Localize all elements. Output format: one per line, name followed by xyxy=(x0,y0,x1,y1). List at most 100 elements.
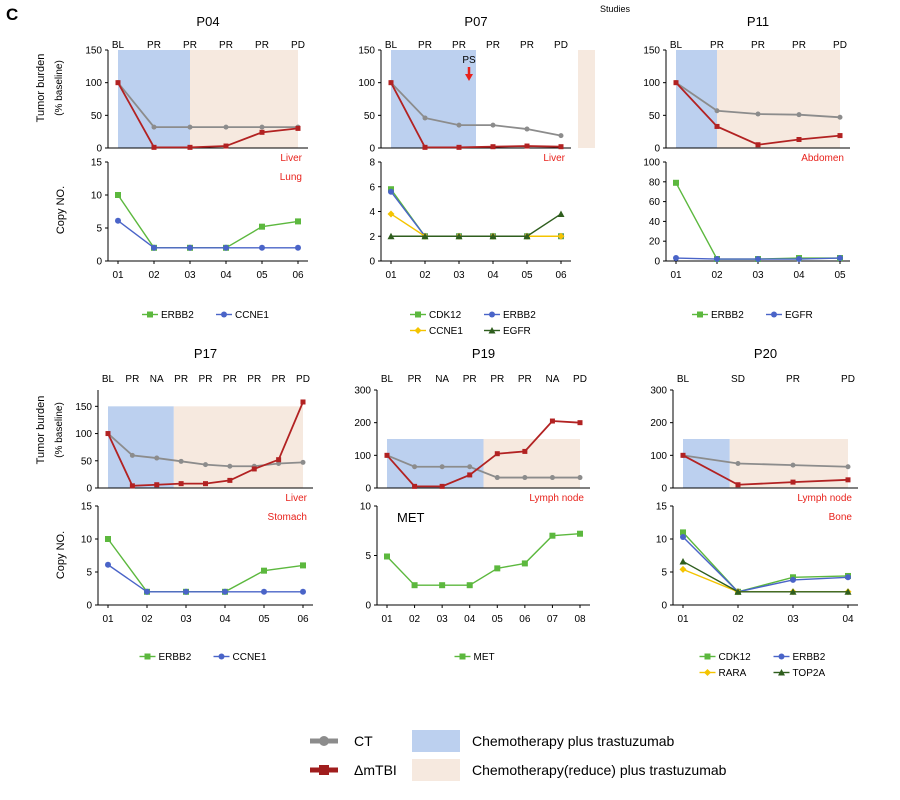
p07-ct-point-5 xyxy=(558,133,564,139)
p20-legend-top2a-label: TOP2A xyxy=(793,668,826,679)
p20-mtbi-point-3 xyxy=(845,477,851,483)
p11-copy-ytick-label-80: 80 xyxy=(649,177,661,188)
p11-copy-xtick-label-4: 05 xyxy=(834,270,846,281)
p19-tumor-ytick-label-200: 200 xyxy=(354,418,371,429)
p20-legend-top2a-marker xyxy=(778,669,785,676)
p07-tumor-ytick-label-0: 0 xyxy=(369,144,375,155)
p17-ct-point-3 xyxy=(178,458,184,464)
p04-legend-erbb2-marker xyxy=(147,311,153,318)
p07-egfr-point-3 xyxy=(489,232,497,240)
p19-ct-point-2 xyxy=(439,464,445,470)
p19-copy-ytick-label-10: 10 xyxy=(360,502,372,513)
p07-phase-label-4: PR xyxy=(520,40,534,51)
p19-site-label-0: Lymph node xyxy=(529,493,584,504)
p19-copy-title: MET xyxy=(397,510,425,525)
p17-tumor-ytick-label-150: 150 xyxy=(75,402,92,413)
p19-mtbi-point-2 xyxy=(439,483,445,489)
p04-erbb2-point-0 xyxy=(115,192,121,198)
p17-ct-point-7 xyxy=(276,461,282,466)
legend-chemo-label: Chemotherapy plus trastuzumab xyxy=(472,733,675,749)
p19-copy-xtick-label-2: 03 xyxy=(437,614,449,625)
p17-ct-point-5 xyxy=(227,463,233,469)
p07-copy-xtick-label-0: 01 xyxy=(385,270,397,281)
p19-phase-label-0: BL xyxy=(381,374,394,385)
p04-copy-xtick-label-3: 04 xyxy=(220,270,232,281)
p04-copy-xtick-label-0: 01 xyxy=(112,270,124,281)
p17-mtbi-point-1 xyxy=(129,483,135,489)
p19-phase-label-6: NA xyxy=(545,374,559,385)
p04-ct-point-1 xyxy=(151,124,157,130)
p07-erbb2-point-0 xyxy=(388,188,394,195)
p17-mtbi-point-5 xyxy=(227,477,233,483)
p11-egfr-point-2 xyxy=(755,256,761,263)
p04-phase-label-1: PR xyxy=(147,40,161,51)
tumor-ylabel-sub-row1: (% baseline) xyxy=(54,60,65,116)
p19-phase-label-3: PR xyxy=(463,374,477,385)
p11-tumor-ytick-label-100: 100 xyxy=(643,78,660,89)
p11-tumor-ytick-label-0: 0 xyxy=(654,144,660,155)
p20-top2a-point-2 xyxy=(789,588,797,595)
studies-label: Studies xyxy=(600,4,631,14)
p11-phase-label-2: PR xyxy=(751,40,765,51)
p04-ccne1-point-3 xyxy=(223,244,229,251)
p07-legend-erbb2-marker xyxy=(489,311,495,318)
p07-ccne1-point-0 xyxy=(387,210,395,218)
p07-mtbi-point-4 xyxy=(524,143,530,149)
p19-mtbi-point-0 xyxy=(384,452,390,458)
legend-chemo-swatch xyxy=(412,730,460,752)
p04-copy-xtick-label-5: 06 xyxy=(292,270,304,281)
p20-copy-xtick-label-2: 03 xyxy=(787,614,799,625)
p11-mtbi-point-1 xyxy=(714,123,720,129)
p19-met-point-4 xyxy=(494,565,501,572)
p19-tumor-ytick-label-300: 300 xyxy=(354,386,371,397)
p19-copy-xtick-label-4: 05 xyxy=(492,614,504,625)
p19-met-point-0 xyxy=(384,553,390,560)
p04-copy-xtick-label-1: 02 xyxy=(148,270,160,281)
p20-copy-xtick-label-3: 04 xyxy=(842,614,854,625)
panel-letter: C xyxy=(6,5,18,24)
p07-cdk12-line xyxy=(390,188,561,237)
p07-copy-xtick-label-5: 06 xyxy=(555,270,567,281)
p04-phase-label-5: PD xyxy=(291,40,305,51)
p17-legend-ccne1-marker xyxy=(218,653,225,660)
p20-copy-xtick-label-0: 01 xyxy=(677,614,689,625)
tumor-ylabel-row1: Tumor burden xyxy=(35,54,47,123)
p17-mtbi-point-4 xyxy=(203,481,208,487)
p11-phase-label-3: PR xyxy=(792,40,806,51)
p19-copy-xtick-label-7: 08 xyxy=(574,614,586,625)
legend-mtbi-label: ΔmTBI xyxy=(354,762,397,778)
p17-copy-ytick-label-10: 10 xyxy=(81,535,93,546)
p20-mtbi-point-2 xyxy=(790,479,796,485)
p20-band-chemo-0 xyxy=(683,439,730,488)
p07-copy-ytick-label-6: 6 xyxy=(369,182,375,193)
p17-copy-ytick-label-5: 5 xyxy=(86,568,92,579)
p04-tumor-ytick-label-50: 50 xyxy=(91,111,103,122)
p19-copy-xtick-label-1: 02 xyxy=(409,614,421,625)
p07-copy-ytick-label-0: 0 xyxy=(369,257,375,268)
p19-mtbi-line xyxy=(386,420,581,488)
p19-met-point-2 xyxy=(439,582,446,589)
p17-phase-label-7: PR xyxy=(272,374,286,385)
p19-copy-ytick-label-0: 0 xyxy=(365,601,371,612)
p19-met-point-6 xyxy=(549,532,556,539)
p07-mtbi-point-1 xyxy=(422,144,428,150)
p07-legend-cdk12-marker xyxy=(415,311,421,318)
p17-ccne1-point-4 xyxy=(261,588,267,595)
p17-phase-label-8: PD xyxy=(296,374,310,385)
p04-ct-point-3 xyxy=(223,124,229,130)
p07-title: P07 xyxy=(464,14,487,29)
p19-ct-point-3 xyxy=(467,464,473,470)
p04-ccne1-point-2 xyxy=(187,244,193,251)
p19-copy-xtick-label-5: 06 xyxy=(519,614,531,625)
p19-copy-ytick-label-5: 5 xyxy=(365,551,371,562)
p20-phase-label-2: PR xyxy=(786,374,800,385)
p19-ct-point-1 xyxy=(412,464,418,470)
p17-phase-label-3: PR xyxy=(174,374,188,385)
p17-ccne1-point-3 xyxy=(222,588,228,595)
p20-copy-ytick-label-0: 0 xyxy=(661,601,667,612)
p04-site-label-0: Liver xyxy=(280,153,302,164)
p17-ccne1-point-5 xyxy=(300,588,306,595)
p19-ct-point-4 xyxy=(494,475,500,481)
p07-phase-label-0: BL xyxy=(385,40,398,51)
